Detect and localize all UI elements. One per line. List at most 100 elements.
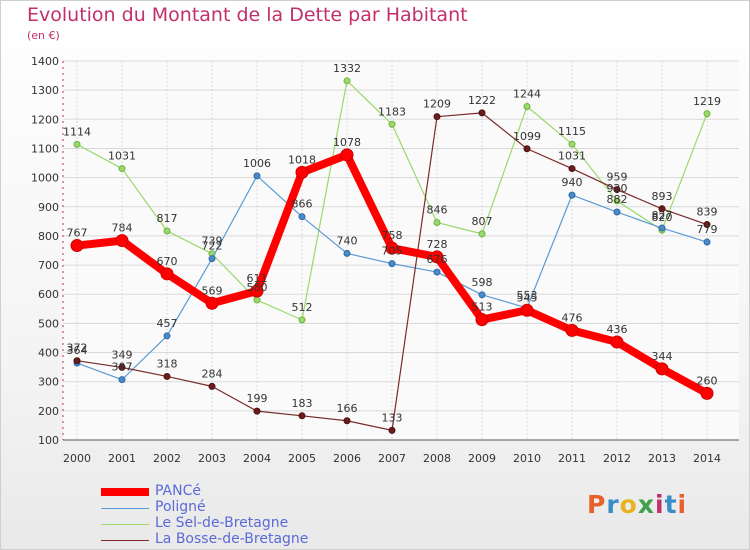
- y-tick-label: 800: [38, 230, 59, 243]
- data-point-pance: [475, 313, 489, 327]
- data-label-poligne: 722: [202, 240, 223, 253]
- logo-letter: t: [664, 490, 678, 519]
- x-tick-label: 2001: [108, 452, 136, 465]
- y-tick-label: 1400: [31, 55, 59, 68]
- data-label-poligne: 827: [652, 209, 673, 222]
- y-tick-label: 900: [38, 201, 59, 214]
- x-tick-label: 2005: [288, 452, 316, 465]
- y-tick-label: 1300: [31, 84, 59, 97]
- logo-letter: i: [677, 490, 688, 519]
- data-point-la-bosse: [478, 109, 486, 117]
- data-label-pance: 767: [67, 227, 88, 240]
- data-point-la-bosse: [163, 372, 171, 380]
- data-point-le-sel: [388, 120, 396, 128]
- data-label-la-bosse: 284: [202, 367, 223, 380]
- x-tick-label: 2003: [198, 452, 226, 465]
- legend-label-le-sel: Le Sel-de-Bretagne: [155, 515, 289, 531]
- data-point-la-bosse: [253, 407, 261, 415]
- legend: PANCé Poligné Le Sel-de-Bretagne La Boss…: [101, 483, 361, 549]
- data-point-poligne: [163, 332, 171, 340]
- data-label-poligne: 598: [472, 276, 493, 289]
- logo-letter: x: [637, 490, 655, 519]
- data-label-pance: 476: [562, 311, 583, 324]
- data-label-poligne: 364: [67, 344, 88, 357]
- data-point-la-bosse: [73, 357, 81, 365]
- legend-label-poligne: Poligné: [155, 499, 206, 515]
- data-point-pance: [520, 303, 534, 317]
- data-point-le-sel: [433, 219, 441, 227]
- data-point-poligne: [613, 208, 621, 216]
- data-point-poligne: [343, 249, 351, 257]
- data-label-poligne: 457: [157, 317, 178, 330]
- data-point-pance: [430, 250, 444, 264]
- data-label-la-bosse: 1099: [513, 130, 541, 143]
- data-point-la-bosse: [388, 426, 396, 434]
- data-point-pance: [115, 234, 129, 248]
- data-point-poligne: [658, 224, 666, 232]
- data-point-le-sel: [523, 102, 531, 110]
- y-tick-label: 700: [38, 259, 59, 272]
- data-point-pance: [340, 148, 354, 162]
- data-label-la-bosse: 839: [697, 206, 718, 219]
- data-label-pance: 513: [472, 301, 493, 314]
- legend-swatch-poligne: [101, 508, 149, 509]
- x-tick-label: 2014: [693, 452, 721, 465]
- data-point-le-sel: [343, 77, 351, 85]
- data-label-le-sel: 580: [247, 281, 268, 294]
- data-point-poligne: [703, 238, 711, 246]
- logo-letter: o: [619, 490, 638, 519]
- data-label-poligne: 940: [562, 176, 583, 189]
- data-label-pance: 260: [697, 374, 718, 387]
- data-label-pance: 670: [157, 255, 178, 268]
- x-tick-label: 2002: [153, 452, 181, 465]
- chart-subtitle: (en €): [27, 29, 60, 42]
- proxiti-logo: Proxiti: [587, 490, 687, 519]
- data-label-pance: 569: [202, 284, 223, 297]
- data-label-pance: 728: [427, 238, 448, 251]
- data-label-la-bosse: 318: [157, 357, 178, 370]
- data-label-poligne: 705: [382, 245, 403, 258]
- data-point-la-bosse: [523, 145, 531, 153]
- data-point-poligne: [388, 260, 396, 268]
- legend-swatch-pance: [101, 488, 149, 496]
- data-point-pance: [385, 241, 399, 255]
- data-point-pance: [655, 362, 669, 376]
- data-label-la-bosse: 166: [337, 402, 358, 415]
- data-point-poligne: [478, 291, 486, 299]
- data-label-pance: 784: [112, 222, 133, 235]
- x-tick-label: 2000: [63, 452, 91, 465]
- data-label-le-sel: 817: [157, 212, 178, 225]
- y-tick-label: 1000: [31, 172, 59, 185]
- legend-item-la-bosse: La Bosse-de-Bretagne: [101, 531, 361, 549]
- data-point-le-sel: [613, 197, 621, 205]
- data-label-le-sel: 1114: [63, 125, 91, 138]
- data-label-la-bosse: 1222: [468, 94, 496, 107]
- data-point-pance: [565, 323, 579, 337]
- data-label-le-sel: 1244: [513, 87, 541, 100]
- data-label-la-bosse: 372: [67, 342, 88, 355]
- legend-label-la-bosse: La Bosse-de-Bretagne: [155, 531, 309, 547]
- data-label-le-sel: 512: [292, 301, 313, 314]
- data-label-le-sel: 1219: [693, 95, 721, 108]
- data-point-pance: [295, 165, 309, 179]
- data-point-la-bosse: [208, 382, 216, 390]
- data-point-poligne: [118, 376, 126, 384]
- legend-swatch-la-bosse: [101, 540, 149, 541]
- x-tick-label: 2007: [378, 452, 406, 465]
- x-tick-label: 2013: [648, 452, 676, 465]
- data-point-la-bosse: [433, 113, 441, 121]
- data-point-pance: [700, 386, 714, 400]
- data-point-la-bosse: [568, 165, 576, 173]
- data-point-pance: [610, 335, 624, 349]
- data-label-poligne: 307: [112, 361, 133, 374]
- data-label-la-bosse: 199: [247, 392, 268, 405]
- legend-swatch-le-sel: [101, 524, 149, 525]
- data-label-le-sel: 846: [427, 204, 448, 217]
- data-point-poligne: [253, 172, 261, 180]
- data-label-pance: 758: [382, 229, 403, 242]
- data-label-pance: 1078: [333, 136, 361, 149]
- data-point-le-sel: [703, 110, 711, 118]
- data-point-la-bosse: [118, 363, 126, 371]
- y-tick-label: 200: [38, 405, 59, 418]
